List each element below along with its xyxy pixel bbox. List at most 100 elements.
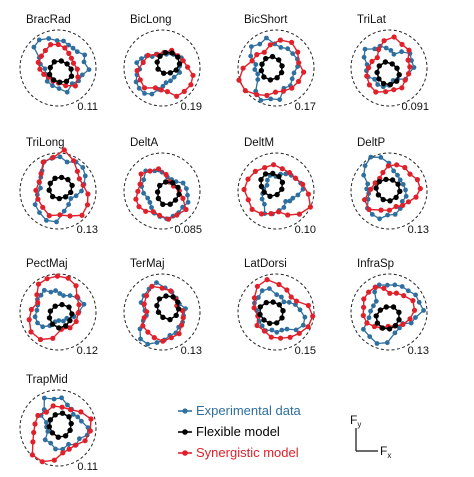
boundary-circle bbox=[350, 29, 428, 107]
point-experimental bbox=[278, 45, 284, 50]
point-synergistic bbox=[181, 88, 187, 94]
point-flexible bbox=[170, 294, 176, 300]
series-experimental bbox=[361, 282, 426, 346]
legend: Experimental data Flexible model Synergi… bbox=[178, 403, 302, 460]
point-flexible bbox=[173, 312, 179, 319]
point-experimental bbox=[168, 78, 173, 84]
point-flexible bbox=[270, 299, 276, 305]
point-flexible bbox=[49, 193, 56, 200]
point-flexible bbox=[279, 63, 285, 69]
point-synergistic bbox=[399, 41, 405, 48]
panel-value: 0.11 bbox=[77, 101, 98, 113]
panel-title: BracRad bbox=[26, 14, 71, 26]
point-synergistic bbox=[271, 162, 277, 168]
point-experimental bbox=[400, 182, 406, 187]
point-flexible bbox=[63, 78, 70, 85]
point-experimental bbox=[372, 76, 377, 82]
point-experimental bbox=[289, 76, 295, 82]
point-flexible bbox=[258, 67, 265, 74]
point-synergistic bbox=[57, 212, 63, 218]
panel-title: DeltA bbox=[130, 137, 158, 149]
point-synergistic bbox=[76, 302, 82, 308]
point-synergistic bbox=[407, 64, 413, 70]
point-experimental bbox=[372, 289, 377, 295]
point-synergistic bbox=[147, 168, 153, 174]
point-flexible bbox=[389, 177, 396, 183]
point-flexible bbox=[155, 195, 162, 202]
panel-value: 0.13 bbox=[408, 345, 429, 357]
point-synergistic bbox=[67, 325, 73, 331]
point-flexible bbox=[373, 313, 379, 319]
point-synergistic bbox=[41, 71, 47, 77]
point-experimental bbox=[281, 205, 287, 210]
point-flexible bbox=[258, 183, 265, 190]
point-flexible bbox=[267, 77, 274, 83]
point-synergistic bbox=[280, 88, 286, 94]
point-experimental bbox=[70, 45, 76, 51]
point-experimental bbox=[385, 282, 390, 288]
point-experimental bbox=[371, 303, 376, 309]
point-synergistic bbox=[168, 288, 174, 294]
point-flexible bbox=[175, 54, 181, 60]
point-flexible bbox=[261, 74, 267, 80]
boundary-circle bbox=[237, 29, 315, 107]
point-flexible bbox=[375, 192, 382, 198]
point-experimental bbox=[141, 190, 147, 196]
point-synergistic bbox=[366, 289, 372, 295]
point-synergistic bbox=[366, 65, 372, 71]
point-synergistic bbox=[405, 57, 411, 63]
point-flexible bbox=[154, 59, 160, 65]
point-flexible bbox=[279, 315, 285, 321]
point-experimental bbox=[268, 96, 274, 102]
point-synergistic bbox=[378, 207, 384, 213]
point-synergistic bbox=[372, 180, 378, 186]
point-flexible bbox=[176, 191, 182, 198]
point-experimental bbox=[262, 201, 267, 207]
point-synergistic bbox=[268, 334, 274, 340]
point-synergistic bbox=[165, 216, 172, 222]
point-synergistic bbox=[410, 298, 416, 304]
point-flexible bbox=[397, 188, 403, 194]
point-flexible bbox=[274, 191, 280, 198]
point-flexible bbox=[59, 410, 66, 416]
point-experimental bbox=[82, 173, 88, 179]
point-synergistic bbox=[36, 179, 42, 185]
point-synergistic bbox=[254, 283, 260, 289]
point-synergistic bbox=[310, 313, 316, 319]
point-flexible bbox=[46, 315, 53, 321]
point-experimental bbox=[290, 51, 296, 56]
point-synergistic bbox=[67, 213, 73, 219]
point-synergistic bbox=[261, 328, 267, 334]
point-experimental bbox=[297, 307, 303, 313]
point-synergistic bbox=[67, 407, 74, 413]
point-flexible bbox=[160, 314, 166, 320]
point-synergistic bbox=[76, 176, 82, 182]
point-experimental bbox=[81, 59, 87, 65]
point-flexible bbox=[169, 180, 176, 186]
series-experimental bbox=[31, 36, 92, 95]
series-synergistic bbox=[360, 284, 418, 331]
point-synergistic bbox=[48, 42, 54, 48]
point-flexible bbox=[382, 59, 389, 65]
point-experimental bbox=[44, 78, 50, 84]
point-experimental bbox=[154, 280, 159, 285]
point-experimental bbox=[269, 327, 275, 333]
point-flexible bbox=[261, 189, 267, 195]
point-synergistic bbox=[305, 302, 311, 309]
point-synergistic bbox=[417, 186, 423, 192]
point-experimental bbox=[367, 334, 373, 339]
boundary-circle bbox=[123, 152, 201, 230]
point-flexible bbox=[47, 308, 54, 314]
panel-value: 0.17 bbox=[295, 101, 316, 113]
panel-deltm: DeltM 0.10 bbox=[237, 137, 316, 236]
point-flexible bbox=[396, 309, 402, 315]
point-experimental bbox=[46, 36, 52, 41]
point-experimental bbox=[255, 77, 261, 82]
point-experimental bbox=[57, 291, 63, 296]
point-experimental bbox=[54, 38, 60, 43]
point-synergistic bbox=[134, 68, 140, 74]
point-synergistic bbox=[296, 78, 302, 84]
point-synergistic bbox=[305, 324, 311, 330]
panel-title: TrapMid bbox=[26, 374, 68, 386]
point-synergistic bbox=[156, 212, 163, 218]
